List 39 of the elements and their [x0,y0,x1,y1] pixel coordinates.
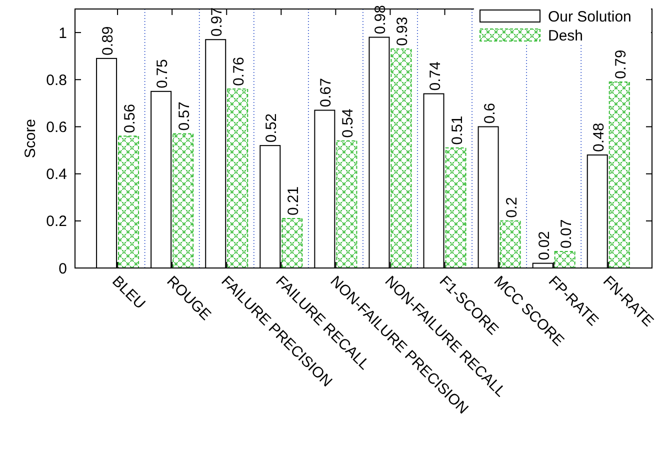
bar [282,218,303,268]
legend-label: Desh [548,27,584,44]
bar [500,220,521,268]
data-label: 0.54 [340,108,357,138]
data-label: 0.74 [426,62,444,91]
bar [118,136,140,268]
data-label: 0.93 [394,16,412,46]
bar [554,251,576,268]
data-label: 0.51 [448,116,466,145]
data-label: 0.76 [230,56,248,86]
data-label: 0.2 [503,197,520,218]
y-tick-label: 0.2 [46,213,67,230]
data-label: 0.48 [590,122,608,152]
bar [390,48,412,268]
data-label: 0.98 [372,5,390,34]
data-label: 0.97 [208,7,226,37]
y-tick-label: 0.6 [46,118,67,136]
data-label: 0.57 [176,102,194,131]
data-label: 0.75 [154,59,172,88]
data-label: 0.67 [318,78,335,108]
y-tick-label: 1 [58,24,67,42]
bar [336,140,358,268]
data-label: 0.6 [481,102,498,124]
data-label: 0.56 [122,104,139,134]
data-label: 0.89 [100,26,117,56]
data-label: 0.07 [558,219,575,249]
bar [227,88,248,268]
y-tick-label: 0 [58,260,67,278]
bar [445,147,466,268]
data-label: 0.79 [612,50,630,79]
bar [172,133,194,268]
legend-label: Our Solution [548,8,632,26]
y-axis-title: Score [22,118,39,158]
y-tick-label: 0.8 [46,72,67,89]
bar [608,81,630,268]
data-label: 0.02 [536,231,553,260]
data-label: 0.21 [285,186,302,216]
y-tick-label: 0.4 [46,166,67,184]
data-label: 0.52 [263,113,280,143]
